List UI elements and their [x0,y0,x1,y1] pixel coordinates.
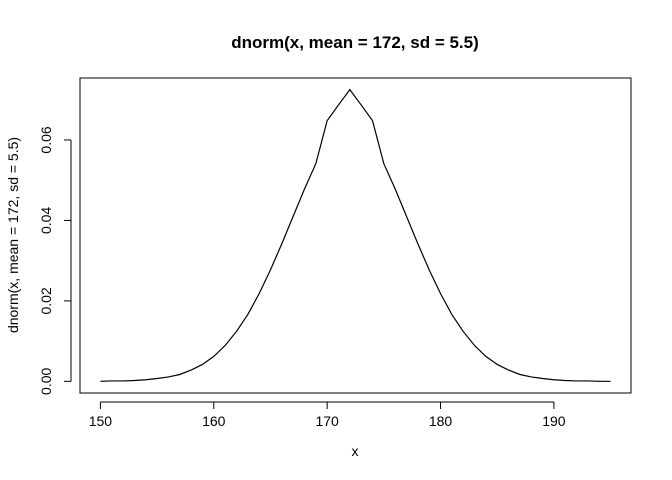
y-tick-label: 0.06 [38,126,54,153]
x-tick-label: 160 [202,413,226,429]
chart-title: dnorm(x, mean = 172, sd = 5.5) [231,33,479,52]
x-axis: 150 160 170 180 190 [89,401,566,429]
x-axis-label: x [352,443,359,459]
x-tick-label: 170 [315,413,339,429]
y-tick-label: 0.00 [38,367,54,394]
x-tick-label: 150 [89,413,113,429]
y-axis-label: dnorm(x, mean = 172, sd = 5.5) [5,137,21,333]
x-tick-label: 180 [429,413,453,429]
density-curve [100,88,611,382]
x-tick-label: 190 [542,413,566,429]
plot-area-frame [79,77,632,394]
y-tick-label: 0.04 [38,207,54,234]
y-axis: 0.00 0.02 0.04 0.06 [38,126,72,395]
y-tick-label: 0.02 [38,287,54,314]
